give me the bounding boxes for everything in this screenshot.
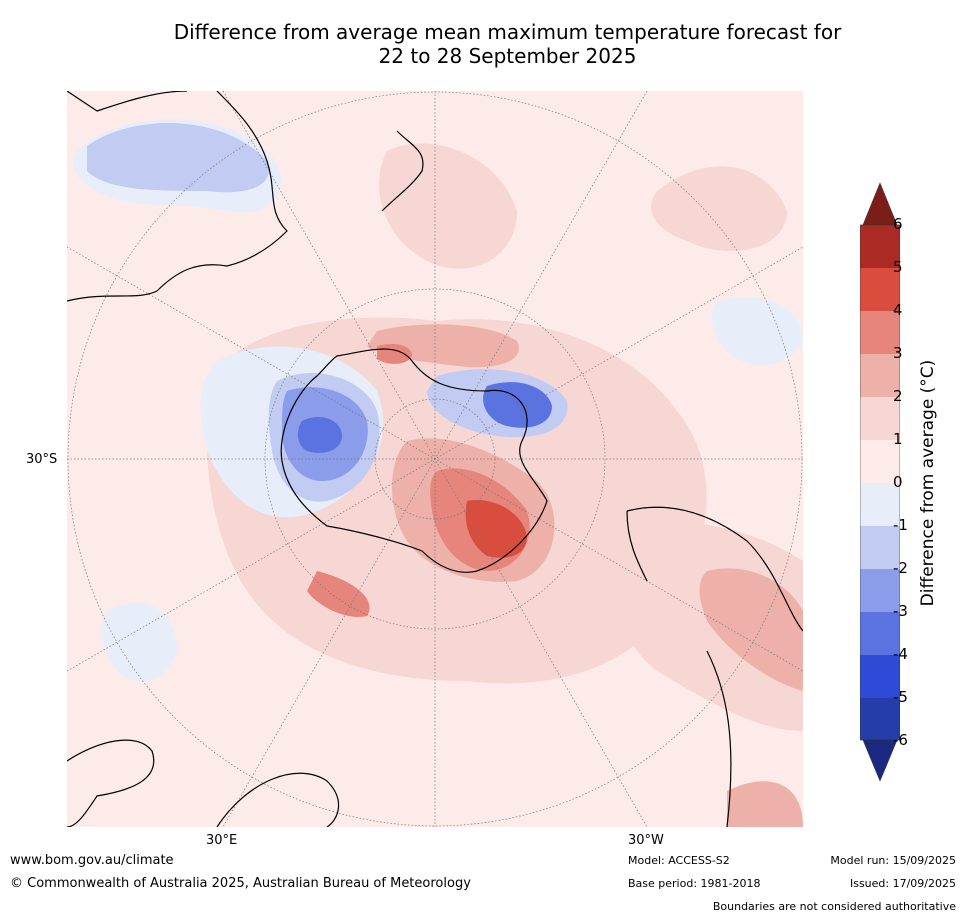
issued-label: Issued: 17/09/2025: [849, 877, 956, 890]
colorbar-tick-1: 1: [893, 430, 903, 448]
colorbar-tick-neg2: -2: [893, 559, 908, 577]
anomaly-positive-atlantic: [727, 781, 803, 827]
model-label: Model: ACCESS-S2: [628, 854, 730, 867]
colorbar-tick-6: 6: [893, 215, 903, 233]
colorbar: [860, 182, 900, 782]
antarctica-coastline: [280, 348, 548, 573]
colorbar-bin-3-4: [860, 311, 900, 354]
boundaries-disclaimer: Boundaries are not considered authoritat…: [712, 900, 956, 913]
colorbar-tick-0: 0: [893, 473, 903, 491]
colorbar-bin-1-2: [860, 397, 900, 440]
colorbar-tick-5: 5: [893, 258, 903, 276]
longitude-label-30e: 30°E: [206, 833, 238, 848]
anomaly-negative-south-atlantic: [101, 603, 177, 682]
south-america-coastline: [626, 506, 803, 632]
south-america-east-coastline: [706, 650, 732, 827]
colorbar-title: Difference from average (°C): [918, 359, 938, 607]
anomaly-positive-pacific: [651, 166, 787, 251]
graticule: [67, 91, 803, 827]
colorbar-bin-neg1-0: [860, 483, 900, 526]
copyright-text: © Commonwealth of Australia 2025, Austra…: [10, 876, 471, 891]
colorbar-bin-5-6: [860, 225, 900, 268]
title-line-2: 22 to 28 September 2025: [378, 44, 637, 68]
colorbar-tick-neg3: -3: [893, 602, 908, 620]
colorbar-frame: [860, 224, 900, 741]
latitude-circle-60: [264, 288, 606, 630]
title-line-1: Difference from average mean maximum tem…: [173, 20, 842, 44]
africa-coastline: [67, 739, 340, 827]
colorbar-extend-min: [862, 739, 898, 782]
colorbar-bin-0-1: [860, 440, 900, 483]
colorbar-bin-neg3-neg2: [860, 569, 900, 612]
anomaly-positive-tasman: [379, 143, 517, 269]
colorbar-tick-2: 2: [893, 387, 903, 405]
anomaly-negative-east-antarctica-peak: [297, 416, 342, 453]
anomaly-negative-indian-ocean: [87, 123, 269, 193]
meridian-60w: [67, 246, 803, 672]
map-title: Difference from average mean maximum tem…: [0, 20, 965, 68]
anomaly-positive-argentina: [699, 568, 803, 691]
colorbar-tick-neg5: -5: [893, 688, 908, 706]
colorbar-bin-neg5-neg4: [860, 655, 900, 698]
colorbar-bin-neg6-neg5: [860, 698, 900, 740]
longitude-label-30w: 30°W: [628, 833, 664, 848]
colorbar-bin-neg2-neg1: [860, 526, 900, 569]
colorbar-tick-neg6: -6: [893, 731, 908, 749]
new-zealand-coastline: [381, 130, 424, 212]
latitude-label-30s: 30°S: [26, 452, 58, 467]
australia-coastline: [67, 91, 288, 302]
map-svg: [67, 91, 803, 827]
anomaly-negative-ross-sea-core: [483, 382, 552, 428]
anomaly-positive-west-antarctica-peak: [465, 500, 527, 558]
colorbar-tick-3: 3: [893, 344, 903, 362]
anomaly-positive-weddell: [307, 571, 370, 617]
colorbar-bin-2-3: [860, 354, 900, 397]
colorbar-extend-max: [862, 182, 898, 226]
colorbar-bin-4-5: [860, 268, 900, 311]
website-link[interactable]: www.bom.gov.au/climate: [10, 853, 174, 868]
coastlines: [67, 91, 803, 827]
colorbar-tick-4: 4: [893, 301, 903, 319]
model-run-label: Model run: 15/09/2025: [830, 854, 956, 867]
polar-anomaly-map: [67, 91, 803, 827]
colorbar-tick-neg1: -1: [893, 516, 908, 534]
anomaly-negative-south-pacific: [711, 297, 803, 365]
colorbar-tick-neg4: -4: [893, 645, 908, 663]
colorbar-bin-neg4-neg3: [860, 612, 900, 655]
base-period-label: Base period: 1981-2018: [628, 877, 761, 890]
